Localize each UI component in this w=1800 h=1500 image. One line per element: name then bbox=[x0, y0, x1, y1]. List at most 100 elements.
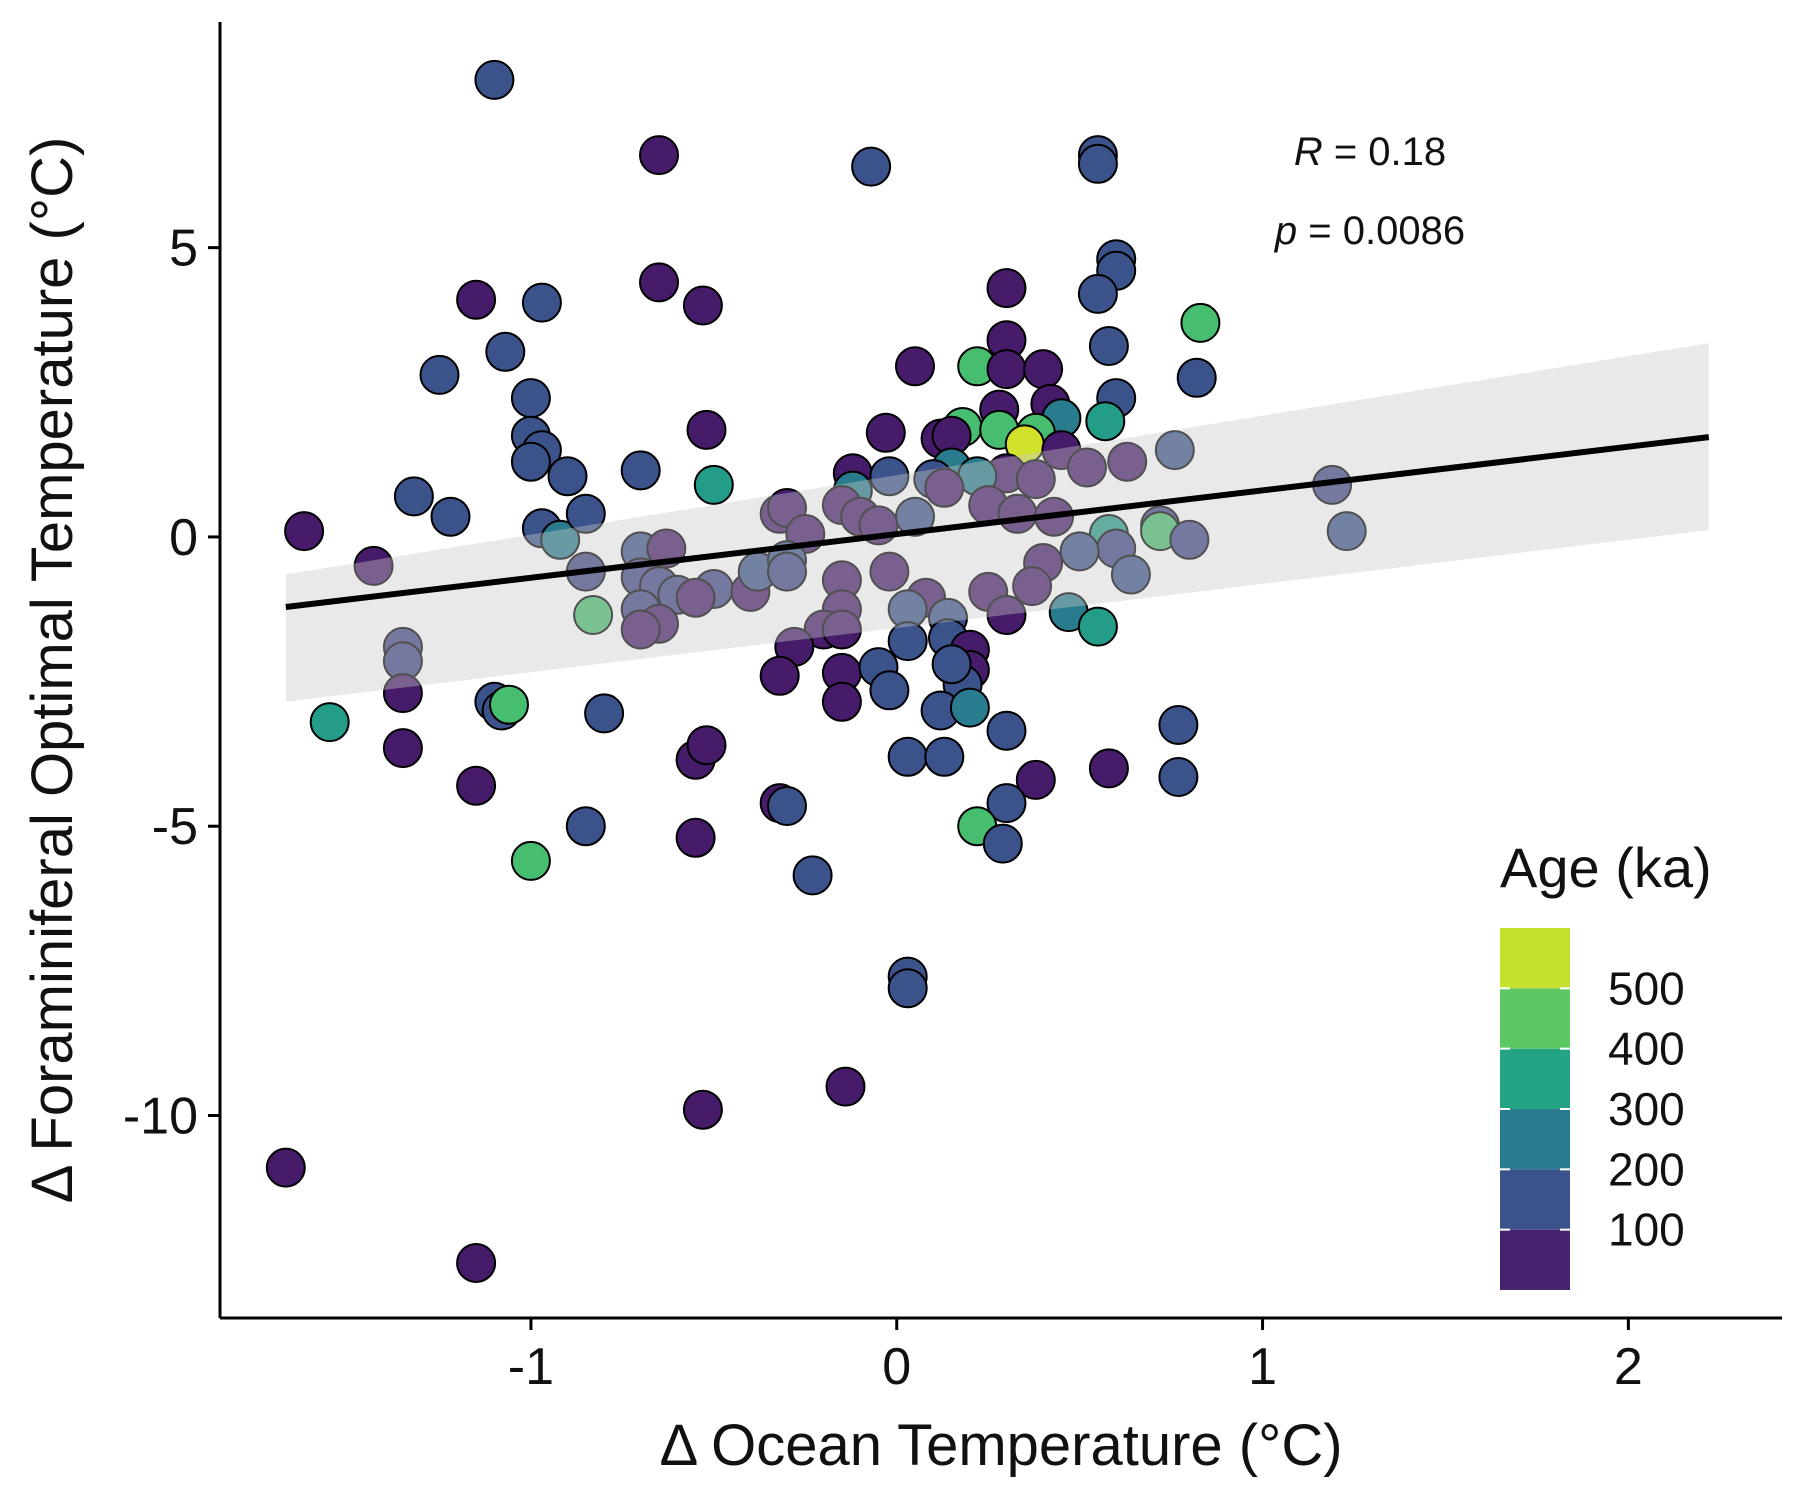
data-point bbox=[821, 681, 862, 722]
data-point bbox=[982, 823, 1023, 864]
data-point bbox=[382, 728, 423, 769]
legend-color-segment bbox=[1500, 1169, 1570, 1230]
p-annotation: p = 0.0086 bbox=[1274, 209, 1465, 253]
legend-label: 400 bbox=[1608, 1023, 1685, 1075]
data-point bbox=[382, 673, 423, 714]
y-tick-label: -5 bbox=[152, 798, 198, 856]
data-point bbox=[869, 551, 910, 592]
data-point bbox=[510, 441, 551, 482]
r-symbol: R bbox=[1294, 130, 1323, 174]
legend-label: 500 bbox=[1608, 962, 1685, 1014]
data-point bbox=[1088, 748, 1129, 789]
data-point bbox=[456, 1243, 497, 1283]
legend-label: 300 bbox=[1608, 1083, 1685, 1135]
data-point bbox=[1059, 531, 1100, 572]
data-point bbox=[986, 349, 1027, 390]
data-point bbox=[924, 467, 965, 508]
legend-color-segment bbox=[1500, 928, 1570, 989]
data-point bbox=[887, 968, 928, 1009]
data-point bbox=[510, 840, 551, 881]
data-point bbox=[430, 496, 471, 537]
r-annotation: R = 0.18 bbox=[1294, 130, 1446, 174]
data-point bbox=[767, 786, 807, 826]
data-point bbox=[474, 59, 515, 100]
data-point bbox=[931, 644, 972, 685]
y-tick-label: 5 bbox=[169, 220, 198, 278]
data-point bbox=[639, 135, 679, 176]
points-layer bbox=[265, 59, 1710, 1283]
regression-line bbox=[285, 434, 1710, 610]
data-point bbox=[869, 670, 910, 711]
data-point bbox=[682, 1089, 723, 1130]
data-point bbox=[895, 496, 935, 537]
data-point bbox=[353, 545, 394, 586]
data-point bbox=[986, 268, 1027, 309]
data-point bbox=[1176, 357, 1217, 398]
data-point bbox=[895, 346, 935, 387]
data-point bbox=[456, 765, 497, 806]
data-point bbox=[675, 817, 716, 858]
data-point bbox=[986, 783, 1027, 824]
y-tick-label: -10 bbox=[123, 1088, 198, 1146]
legend-title: Age (ka) bbox=[1500, 836, 1712, 899]
data-point bbox=[759, 655, 800, 696]
data-point bbox=[1015, 759, 1056, 800]
r-value: = 0.18 bbox=[1323, 130, 1446, 174]
data-point bbox=[1012, 566, 1053, 607]
data-point bbox=[584, 693, 625, 734]
data-point bbox=[1067, 447, 1107, 488]
data-point bbox=[825, 1066, 866, 1107]
data-point bbox=[1107, 441, 1148, 482]
legend-color-segment bbox=[1500, 1109, 1570, 1170]
data-point bbox=[686, 725, 727, 766]
x-ticks: -1 0 1 2 bbox=[508, 1318, 1643, 1396]
data-point bbox=[869, 456, 910, 497]
data-point bbox=[1158, 705, 1199, 745]
y-axis-title: Δ Foraminiferal Optimal Temperature (°C) bbox=[20, 137, 85, 1204]
data-point bbox=[309, 702, 350, 743]
legend-label: 100 bbox=[1608, 1204, 1685, 1256]
data-point bbox=[1077, 273, 1118, 314]
data-point bbox=[419, 354, 460, 395]
data-point bbox=[485, 331, 526, 372]
data-point bbox=[510, 378, 551, 419]
x-axis-title: Δ Ocean Temperature (°C) bbox=[659, 1413, 1342, 1478]
data-point bbox=[393, 476, 434, 517]
legend-color-segment bbox=[1500, 988, 1570, 1049]
data-point bbox=[821, 609, 862, 650]
data-point bbox=[547, 456, 588, 497]
y-ticks: -10 -5 0 5 bbox=[123, 220, 220, 1146]
data-point bbox=[639, 262, 679, 303]
y-tick-label: 0 bbox=[169, 509, 198, 567]
color-legend: Age (ka) 100 200 300 400 500 bbox=[1500, 836, 1712, 1290]
p-value: = 0.0086 bbox=[1297, 209, 1465, 253]
data-point bbox=[924, 736, 965, 777]
data-point bbox=[682, 285, 723, 326]
data-point bbox=[686, 409, 727, 450]
data-point bbox=[1088, 326, 1129, 366]
data-point bbox=[887, 736, 928, 777]
data-point bbox=[489, 684, 529, 725]
legend-color-segment bbox=[1500, 1048, 1570, 1109]
data-point bbox=[1180, 302, 1221, 343]
data-point bbox=[573, 595, 614, 635]
data-point bbox=[456, 279, 497, 320]
data-point bbox=[949, 687, 990, 728]
data-point bbox=[565, 806, 606, 847]
x-tick-label: 2 bbox=[1614, 1338, 1643, 1396]
x-tick-label: 0 bbox=[882, 1338, 911, 1396]
legend-label: 200 bbox=[1608, 1143, 1685, 1195]
x-tick-label: -1 bbox=[508, 1338, 554, 1396]
data-point bbox=[1077, 606, 1118, 647]
data-point bbox=[565, 493, 606, 534]
data-point bbox=[620, 609, 661, 650]
data-point bbox=[521, 282, 562, 323]
data-point bbox=[1077, 143, 1118, 184]
data-point bbox=[1154, 430, 1195, 471]
data-point bbox=[986, 710, 1027, 751]
data-point bbox=[767, 551, 807, 592]
data-point bbox=[675, 577, 716, 618]
legend-color-segment bbox=[1500, 1229, 1570, 1290]
data-point bbox=[887, 621, 928, 662]
